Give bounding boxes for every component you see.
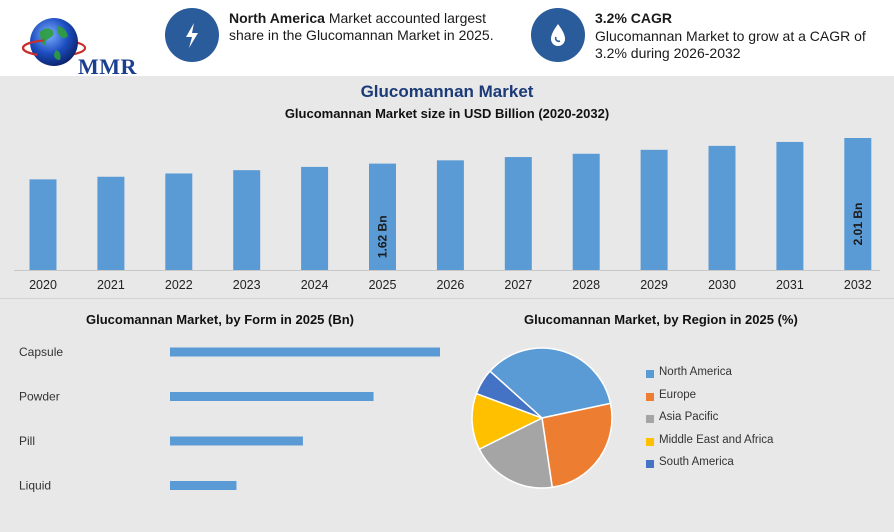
x-tick-2024: 2024 xyxy=(301,278,329,292)
form-label-powder: Powder xyxy=(19,390,60,404)
pie-slice-asia-pacific xyxy=(478,416,554,489)
x-tick-2025: 2025 xyxy=(369,278,397,292)
x-tick-2031: 2031 xyxy=(776,278,804,292)
form-label-capsule: Capsule xyxy=(19,345,63,359)
legend-label-north-america: North America xyxy=(659,366,732,378)
legend-swatch-asia-pacific xyxy=(646,415,654,423)
drop-icon xyxy=(531,8,585,62)
x-tick-2022: 2022 xyxy=(165,278,193,292)
pie-slice-middle-east-and-africa xyxy=(471,392,544,451)
bar-2023 xyxy=(233,170,261,270)
legend-swatch-europe xyxy=(646,392,654,401)
x-tick-2029: 2029 xyxy=(640,278,668,292)
legend-swatch-middle-east-and-africa xyxy=(646,437,654,446)
x-tick-2030: 2030 xyxy=(708,278,736,292)
data-label-2032: 2.01 Bn xyxy=(851,203,865,246)
form-label-pill: Pill xyxy=(19,434,35,448)
page-title: Glucomannan Market xyxy=(360,82,534,101)
legend-label-europe: Europe xyxy=(659,388,697,401)
hbar-capsule xyxy=(170,347,440,357)
cagr-text: Glucomannan Market to grow at a CAGR of … xyxy=(595,28,866,61)
x-tick-2026: 2026 xyxy=(436,278,464,292)
bar-2030 xyxy=(708,145,736,270)
mmr-logo: MMR xyxy=(16,12,136,79)
hbar-liquid xyxy=(170,481,237,490)
bar-2021 xyxy=(97,176,125,270)
header-band: MMR North America Market accounted large… xyxy=(0,0,894,79)
bar-2028 xyxy=(572,153,600,270)
market-size-chart-title: Glucomannan Market size in USD Billion (… xyxy=(284,106,610,121)
lightning-icon xyxy=(165,8,219,62)
pie-slice-europe xyxy=(541,402,613,489)
bar-2029 xyxy=(640,149,668,270)
legend-label-south-america: South America xyxy=(659,456,734,468)
bar-2022 xyxy=(165,173,193,270)
x-tick-2021: 2021 xyxy=(97,278,125,292)
bar-2027 xyxy=(504,157,532,270)
bar-2025 xyxy=(369,163,396,270)
x-tick-2023: 2023 xyxy=(233,278,261,292)
info-north-america: North America Market accounted largest s… xyxy=(229,10,519,44)
bar-2020 xyxy=(29,179,57,270)
bar-2031 xyxy=(776,141,804,270)
legend-swatch-north-america xyxy=(646,370,654,378)
legend-label-middle-east-and-africa: Middle East and Africa xyxy=(659,433,774,446)
cagr-headline: 3.2% CAGR xyxy=(595,10,673,26)
info-cagr: 3.2% CAGR Glucomannan Market to grow at … xyxy=(595,10,885,62)
form-chart-title: Glucomannan Market, by Form in 2025 (Bn) xyxy=(86,312,354,327)
bar-2024 xyxy=(301,166,329,270)
x-tick-2020: 2020 xyxy=(29,278,57,292)
legend-label-asia-pacific: Asia Pacific xyxy=(659,411,719,423)
hbar-pill xyxy=(170,436,303,446)
x-tick-2028: 2028 xyxy=(572,278,600,292)
hbar-powder xyxy=(170,392,374,401)
x-tick-2027: 2027 xyxy=(504,278,532,292)
globe-icon xyxy=(21,18,87,66)
logo-text: MMR xyxy=(78,54,137,79)
legend-swatch-south-america xyxy=(646,460,654,468)
region-chart-title: Glucomannan Market, by Region in 2025 (%… xyxy=(524,312,798,327)
info1-highlight: North America xyxy=(229,10,325,26)
form-label-liquid: Liquid xyxy=(19,479,51,493)
pie-slice-north-america xyxy=(488,347,612,419)
bar-2032 xyxy=(844,138,872,270)
data-label-2025: 1.62 Bn xyxy=(376,215,390,258)
bar-2026 xyxy=(436,160,464,270)
x-tick-2032: 2032 xyxy=(844,278,872,292)
pie-slice-south-america xyxy=(475,370,543,419)
info1-text: Market accounted largest share in the Gl… xyxy=(229,10,494,43)
